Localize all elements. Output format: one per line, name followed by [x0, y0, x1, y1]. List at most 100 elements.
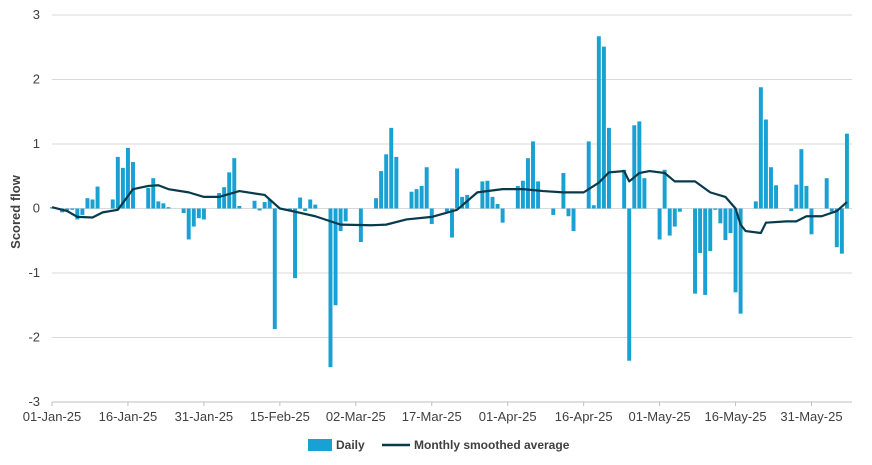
bar-daily	[753, 201, 758, 209]
bar-daily	[789, 208, 794, 212]
bar-daily	[561, 173, 566, 209]
bar-daily	[328, 208, 333, 368]
y-tick-label: -2	[28, 330, 40, 345]
bar-daily	[591, 205, 596, 209]
bar-daily	[794, 184, 799, 209]
bar-daily	[460, 196, 465, 209]
x-tick-label: 16-May-25	[704, 409, 766, 424]
bar-daily	[267, 199, 272, 209]
bar-daily	[571, 208, 576, 232]
x-tick-label: 16-Jan-25	[99, 409, 158, 424]
x-tick-label: 31-Jan-25	[175, 409, 234, 424]
bar-daily	[384, 154, 389, 209]
bar-daily	[809, 208, 814, 235]
y-tick-label: 3	[33, 7, 40, 22]
bar-daily	[110, 199, 115, 209]
bar-daily	[450, 208, 454, 238]
bar-daily	[804, 185, 809, 209]
bar-daily	[596, 36, 601, 209]
bar-daily	[227, 172, 232, 209]
bar-daily	[500, 208, 505, 223]
bar-daily	[343, 208, 348, 222]
bar-daily	[374, 198, 379, 209]
bar-daily	[262, 202, 267, 209]
bar-daily	[834, 208, 839, 248]
legend-swatch-daily	[308, 439, 332, 451]
bar-daily	[333, 208, 338, 306]
bar-daily	[606, 127, 611, 209]
bar-daily	[156, 201, 161, 209]
bar-daily	[703, 208, 708, 295]
bar-daily	[693, 208, 698, 294]
bar-daily	[657, 208, 662, 240]
legend-label-smoothed-average: Monthly smoothed average	[414, 438, 570, 452]
bar-daily	[414, 189, 419, 209]
x-tick-label: 01-Jan-25	[23, 409, 82, 424]
bar-daily	[637, 121, 642, 209]
bar-daily	[394, 156, 399, 209]
bar-daily	[586, 141, 591, 209]
bar-daily	[455, 168, 460, 209]
bar-daily	[551, 208, 556, 215]
bar-daily	[90, 199, 95, 209]
bar-daily	[120, 167, 125, 209]
bar-daily	[419, 185, 424, 209]
bar-daily	[303, 208, 308, 212]
bar-daily	[632, 125, 637, 209]
bar-daily	[738, 208, 743, 314]
x-tick-label: 02-Mar-25	[326, 409, 386, 424]
bar-daily	[293, 208, 298, 279]
y-tick-label: -3	[28, 394, 40, 409]
bar-daily	[186, 208, 191, 240]
bar-daily	[196, 208, 201, 219]
axes: -3 -2 -1 0 1 2 3 01-Jan-25 16-Jan-25 31-Jan-25 15-…	[23, 7, 852, 424]
bar-daily	[166, 207, 171, 209]
line-monthly-smoothed-average	[51, 169, 848, 235]
bar-daily	[718, 208, 723, 224]
bar-daily	[698, 208, 703, 254]
bar-daily	[201, 208, 206, 220]
bar-daily	[389, 127, 394, 209]
bar-daily	[308, 199, 313, 209]
bar-daily	[520, 180, 525, 209]
bar-daily	[379, 171, 384, 209]
bar-daily	[601, 46, 606, 209]
bar-daily	[769, 167, 773, 209]
bar-daily	[824, 178, 829, 209]
bar-daily	[338, 208, 343, 232]
bar-daily	[667, 208, 672, 236]
bar-daily	[85, 198, 90, 209]
bar-daily	[799, 149, 804, 209]
bar-daily	[95, 186, 100, 209]
bar-daily	[515, 185, 520, 209]
bar-daily	[627, 208, 632, 361]
y-tick-label: -1	[28, 265, 40, 280]
y-axis-title: Scored flow	[8, 174, 23, 249]
bar-daily	[495, 203, 500, 209]
bar-daily	[536, 181, 541, 209]
x-tick-label: 01-May-25	[629, 409, 691, 424]
bar-daily	[65, 208, 70, 211]
bar-daily	[252, 200, 257, 209]
bar-daily	[839, 208, 844, 254]
x-tick-label: 16-Apr-25	[555, 409, 613, 424]
bar-daily	[409, 191, 414, 209]
bar-daily	[829, 208, 834, 212]
bar-daily	[672, 208, 677, 227]
legend-label-daily: Daily	[336, 438, 365, 452]
x-tick-label: 15-Feb-25	[250, 409, 310, 424]
bar-daily	[222, 187, 227, 209]
bar-daily	[125, 147, 130, 209]
legend: Daily Monthly smoothed average	[308, 438, 570, 452]
y-tick-label: 2	[33, 72, 40, 87]
bar-daily	[758, 87, 763, 209]
bar-daily	[728, 208, 733, 234]
bar-daily	[490, 196, 495, 209]
bar-daily	[713, 208, 718, 210]
bar-daily	[75, 208, 80, 220]
bar-daily	[272, 208, 277, 330]
bar-daily	[191, 208, 196, 227]
bar-daily	[146, 187, 151, 209]
smoothed-average-line-layer	[51, 169, 848, 235]
